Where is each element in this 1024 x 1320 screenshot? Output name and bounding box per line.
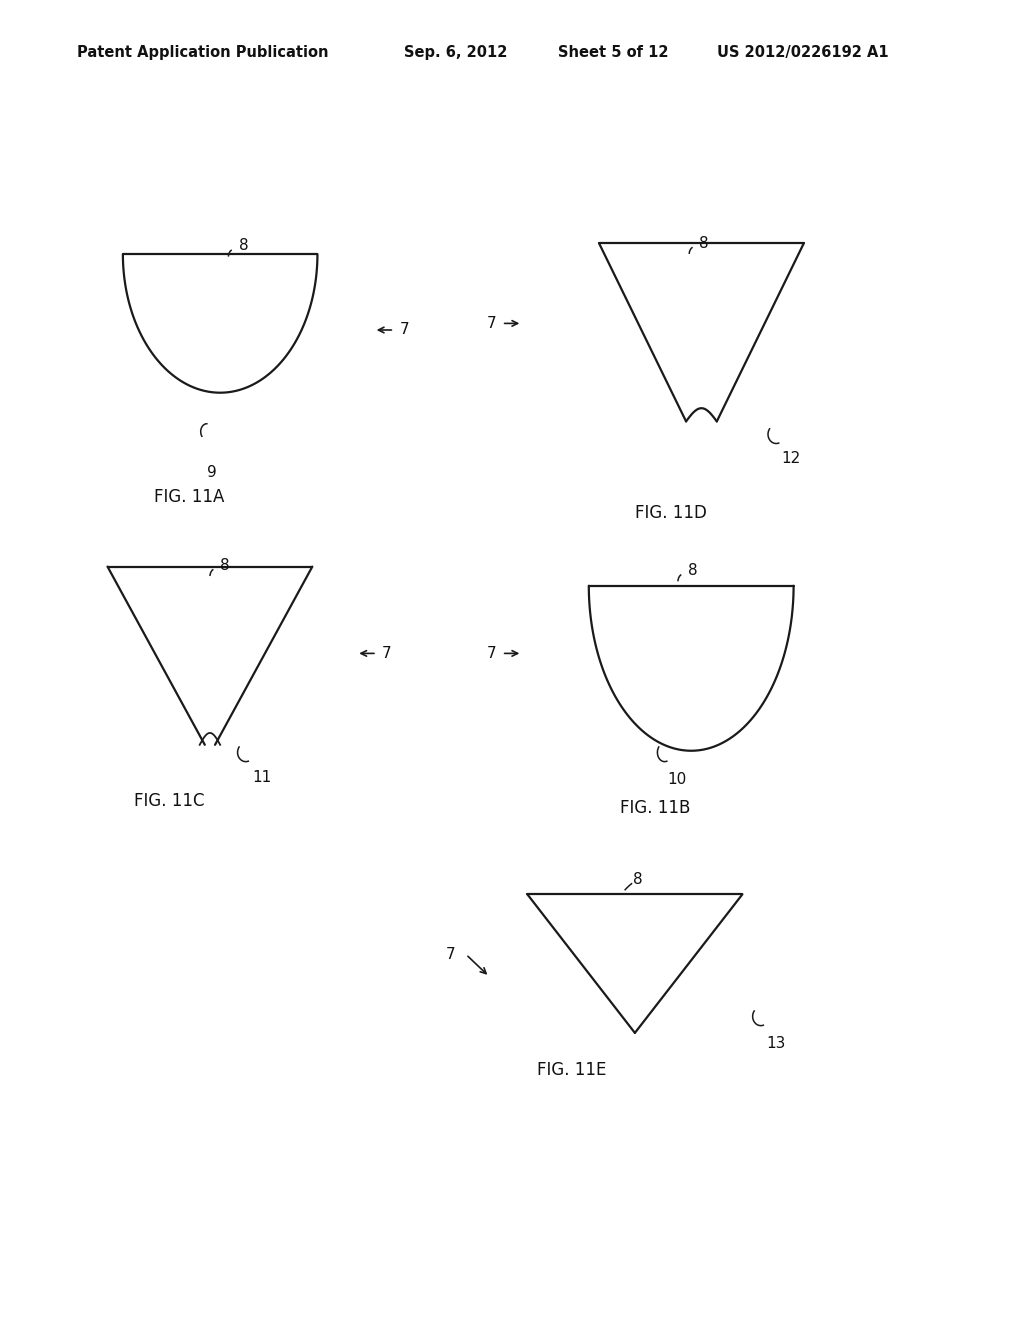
Text: 11: 11 — [252, 770, 271, 784]
Text: US 2012/0226192 A1: US 2012/0226192 A1 — [717, 45, 889, 59]
Text: 9: 9 — [207, 465, 217, 479]
Text: FIG. 11A: FIG. 11A — [155, 488, 224, 507]
Text: FIG. 11C: FIG. 11C — [134, 792, 204, 810]
Text: 8: 8 — [633, 873, 642, 887]
Text: Patent Application Publication: Patent Application Publication — [77, 45, 329, 59]
Text: 13: 13 — [766, 1036, 785, 1051]
Text: Sheet 5 of 12: Sheet 5 of 12 — [558, 45, 669, 59]
Text: 7: 7 — [382, 645, 391, 661]
Text: 7: 7 — [446, 946, 456, 962]
Text: Sep. 6, 2012: Sep. 6, 2012 — [404, 45, 508, 59]
Text: 10: 10 — [668, 772, 687, 787]
Text: FIG. 11E: FIG. 11E — [537, 1061, 606, 1080]
Text: 7: 7 — [487, 645, 497, 661]
Text: 8: 8 — [699, 236, 709, 251]
Text: 8: 8 — [239, 239, 248, 253]
Text: 7: 7 — [399, 322, 409, 338]
Text: 8: 8 — [220, 558, 229, 573]
Text: FIG. 11B: FIG. 11B — [621, 799, 690, 817]
Text: 8: 8 — [688, 564, 697, 578]
Text: FIG. 11D: FIG. 11D — [635, 504, 707, 523]
Text: 12: 12 — [781, 451, 801, 466]
Text: 7: 7 — [487, 315, 497, 331]
